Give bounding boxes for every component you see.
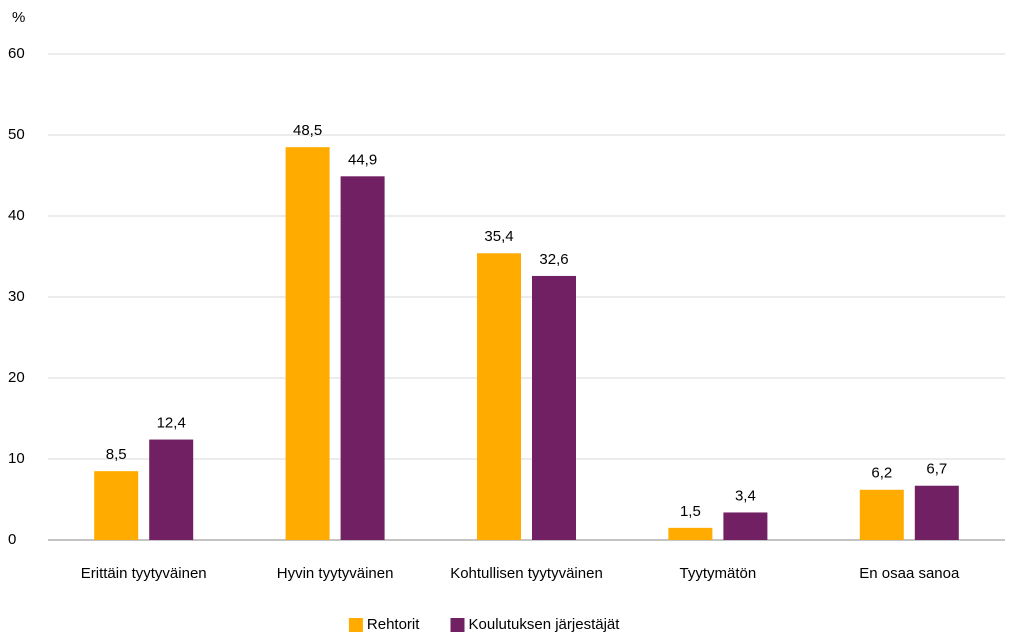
bar xyxy=(914,485,959,540)
data-label: 6,2 xyxy=(871,465,892,482)
bar xyxy=(668,527,713,540)
legend-label: Koulutuksen järjestäjät xyxy=(469,616,621,633)
legend-swatch xyxy=(348,618,363,632)
data-label: 1,5 xyxy=(680,503,701,520)
x-tick-label: En osaa sanoa xyxy=(859,565,960,582)
data-label: 32,6 xyxy=(539,251,568,268)
x-tick-label: Hyvin tyytyväinen xyxy=(277,565,394,582)
bar xyxy=(723,512,768,540)
y-tick-label: 50 xyxy=(8,126,25,143)
legend-label: Rehtorit xyxy=(367,616,420,633)
x-tick-label: Kohtullisen tyytyväinen xyxy=(450,565,603,582)
bar xyxy=(285,147,330,540)
x-tick-label: Tyytymätön xyxy=(680,565,757,582)
bar xyxy=(149,439,194,540)
data-label: 6,7 xyxy=(926,461,947,478)
data-label: 35,4 xyxy=(484,228,513,245)
data-label: 48,5 xyxy=(293,122,322,139)
y-tick-label: 60 xyxy=(8,45,25,62)
data-label: 44,9 xyxy=(348,151,377,168)
bar xyxy=(859,489,904,540)
y-axis-unit: % xyxy=(12,9,25,26)
legend-swatch xyxy=(450,618,465,632)
y-tick-label: 0 xyxy=(8,531,16,548)
data-label: 12,4 xyxy=(157,415,186,432)
bar xyxy=(94,471,139,540)
bar xyxy=(340,176,385,540)
data-label: 8,5 xyxy=(106,446,127,463)
y-tick-label: 20 xyxy=(8,369,25,386)
x-tick-label: Erittäin tyytyväinen xyxy=(81,565,207,582)
data-label: 3,4 xyxy=(735,487,756,504)
y-tick-label: 10 xyxy=(8,450,25,467)
y-tick-label: 40 xyxy=(8,207,25,224)
bar xyxy=(477,253,521,540)
y-tick-label: 30 xyxy=(8,288,25,305)
bar xyxy=(532,275,576,540)
